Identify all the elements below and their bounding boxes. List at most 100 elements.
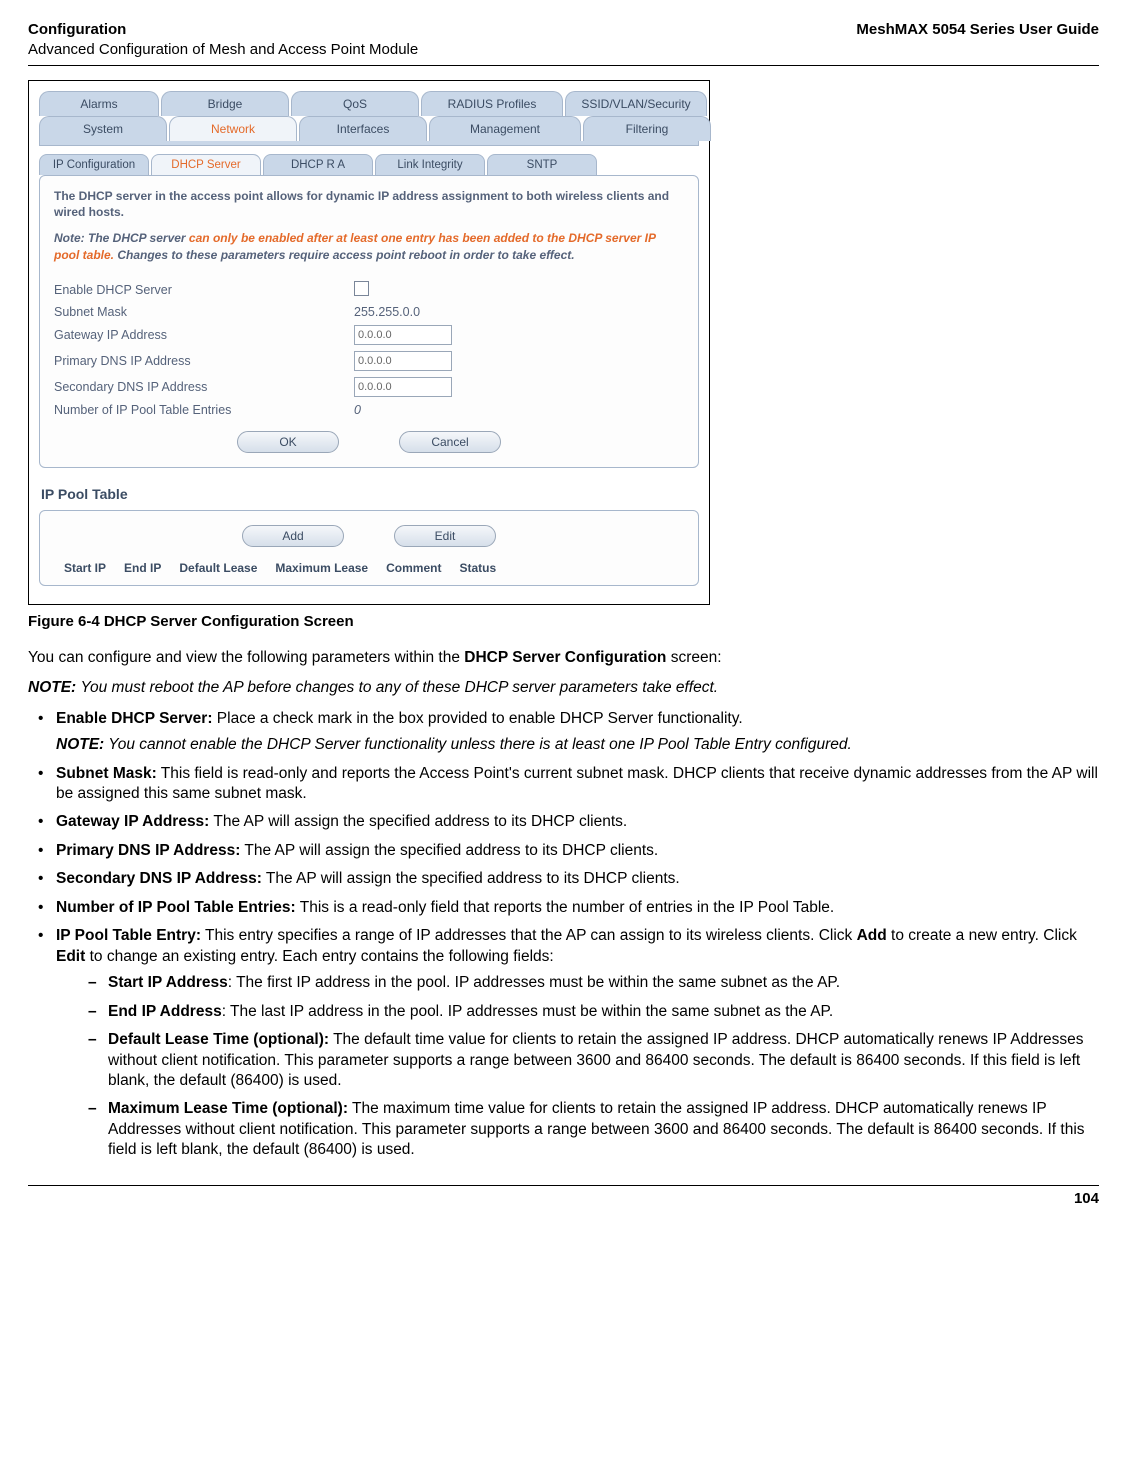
panel-note: Note: The DHCP server can only be enable… <box>54 230 684 262</box>
tab-management[interactable]: Management <box>429 116 581 141</box>
body-text: You can configure and view the following… <box>28 648 1099 1161</box>
label-gateway-ip: Gateway IP Address <box>54 328 354 342</box>
bullet-gateway-ip: Gateway IP Address: The AP will assign t… <box>28 812 1099 832</box>
col-default-lease: Default Lease <box>179 561 257 575</box>
value-pool-entries: 0 <box>354 403 361 417</box>
page-number: 104 <box>28 1190 1099 1207</box>
label-subnet-mask: Subnet Mask <box>54 305 354 319</box>
b7-text-b: to create a new entry. Click <box>887 927 1077 944</box>
col-end-ip: End IP <box>124 561 161 575</box>
dash-start-ip: Start IP Address: The first IP address i… <box>56 973 1099 993</box>
intro-bold: DHCP Server Configuration <box>464 649 666 666</box>
d2-text: : The last IP address in the pool. IP ad… <box>222 1003 833 1020</box>
main-tabs-row2: System Network Interfaces Management Fil… <box>39 116 699 141</box>
b1-text: Place a check mark in the box provided t… <box>213 710 743 727</box>
header-section: Configuration <box>28 20 418 40</box>
col-start-ip: Start IP <box>64 561 106 575</box>
header-subsection: Advanced Configuration of Mesh and Acces… <box>28 40 418 60</box>
sub-tabs: IP Configuration DHCP Server DHCP R A Li… <box>39 154 699 175</box>
col-maximum-lease: Maximum Lease <box>275 561 368 575</box>
value-subnet-mask: 255.255.0.0 <box>354 305 420 319</box>
label-enable-dhcp: Enable DHCP Server <box>54 283 354 297</box>
subtab-ip-configuration[interactable]: IP Configuration <box>39 154 149 175</box>
d3-bold: Default Lease Time (optional): <box>108 1031 329 1048</box>
figure-caption: Figure 6-4 DHCP Server Configuration Scr… <box>28 613 1099 630</box>
subtab-dhcp-ra[interactable]: DHCP R A <box>263 154 373 175</box>
b6-bold: Number of IP Pool Table Entries: <box>56 899 296 916</box>
edit-button[interactable]: Edit <box>394 525 496 547</box>
b3-text: The AP will assign the specified address… <box>209 813 627 830</box>
b7-bold: IP Pool Table Entry: <box>56 927 201 944</box>
add-button[interactable]: Add <box>242 525 344 547</box>
b7-text-c: to change an existing entry. Each entry … <box>85 948 553 965</box>
b4-bold: Primary DNS IP Address: <box>56 842 240 859</box>
header-guide-title: MeshMAX 5054 Series User Guide <box>856 20 1099 59</box>
tab-radius-profiles[interactable]: RADIUS Profiles <box>421 91 563 116</box>
bullet-list: Enable DHCP Server: Place a check mark i… <box>28 709 1099 1161</box>
note-prefix: Note: The DHCP server <box>54 231 186 245</box>
b2-bold: Subnet Mask: <box>56 765 157 782</box>
intro-text-b: screen: <box>666 649 721 666</box>
tab-qos[interactable]: QoS <box>291 91 419 116</box>
row-subnet-mask: Subnet Mask 255.255.0.0 <box>54 305 684 319</box>
add-edit-row: Add Edit <box>54 525 684 547</box>
footer-rule <box>28 1185 1099 1186</box>
dash-max-lease: Maximum Lease Time (optional): The maxim… <box>56 1099 1099 1160</box>
dash-default-lease: Default Lease Time (optional): The defau… <box>56 1030 1099 1091</box>
cancel-button[interactable]: Cancel <box>399 431 501 453</box>
note-label: NOTE: <box>28 679 76 696</box>
d4-bold: Maximum Lease Time (optional): <box>108 1100 348 1117</box>
tab-network[interactable]: Network <box>169 116 297 141</box>
intro-text-a: You can configure and view the following… <box>28 649 464 666</box>
dhcp-config-screenshot: Alarms Bridge QoS RADIUS Profiles SSID/V… <box>28 80 710 605</box>
row-secondary-dns: Secondary DNS IP Address <box>54 377 684 397</box>
b3-bold: Gateway IP Address: <box>56 813 209 830</box>
bullet-enable-dhcp: Enable DHCP Server: Place a check mark i… <box>28 709 1099 756</box>
row-primary-dns: Primary DNS IP Address <box>54 351 684 371</box>
tab-filtering[interactable]: Filtering <box>583 116 711 141</box>
input-primary-dns[interactable] <box>354 351 452 371</box>
b5-text: The AP will assign the specified address… <box>262 870 680 887</box>
note-text: You must reboot the AP before changes to… <box>81 679 719 696</box>
page-header: Configuration Advanced Configuration of … <box>28 20 1099 59</box>
b5-bold: Secondary DNS IP Address: <box>56 870 262 887</box>
input-gateway-ip[interactable] <box>354 325 452 345</box>
row-enable-dhcp: Enable DHCP Server <box>54 281 684 299</box>
subtab-link-integrity[interactable]: Link Integrity <box>375 154 485 175</box>
ok-button[interactable]: OK <box>237 431 339 453</box>
tab-bridge[interactable]: Bridge <box>161 91 289 116</box>
col-comment: Comment <box>386 561 441 575</box>
col-status: Status <box>459 561 496 575</box>
bullet-subnet-mask: Subnet Mask: This field is read-only and… <box>28 764 1099 805</box>
bullet-primary-dns: Primary DNS IP Address: The AP will assi… <box>28 841 1099 861</box>
tab-underbar <box>39 141 699 146</box>
tab-alarms[interactable]: Alarms <box>39 91 159 116</box>
tab-system[interactable]: System <box>39 116 167 141</box>
b6-text: This is a read-only field that reports t… <box>296 899 835 916</box>
label-pool-entries: Number of IP Pool Table Entries <box>54 403 354 417</box>
ip-pool-table-title: IP Pool Table <box>41 486 699 502</box>
d2-bold: End IP Address <box>108 1003 222 1020</box>
dash-list: Start IP Address: The first IP address i… <box>56 973 1099 1161</box>
row-pool-entries: Number of IP Pool Table Entries 0 <box>54 403 684 417</box>
row-gateway-ip: Gateway IP Address <box>54 325 684 345</box>
input-secondary-dns[interactable] <box>354 377 452 397</box>
label-secondary-dns: Secondary DNS IP Address <box>54 380 354 394</box>
subtab-dhcp-server[interactable]: DHCP Server <box>151 154 261 175</box>
b7-add: Add <box>857 927 887 944</box>
dash-end-ip: End IP Address: The last IP address in t… <box>56 1002 1099 1022</box>
subtab-sntp[interactable]: SNTP <box>487 154 597 175</box>
b1-note-text: You cannot enable the DHCP Server functi… <box>104 736 852 753</box>
b7-edit: Edit <box>56 948 85 965</box>
b1-bold: Enable DHCP Server: <box>56 710 213 727</box>
note-paragraph: NOTE: You must reboot the AP before chan… <box>28 678 1099 698</box>
panel-description: The DHCP server in the access point allo… <box>54 188 684 220</box>
tab-ssid-vlan-security[interactable]: SSID/VLAN/Security <box>565 91 707 116</box>
tab-interfaces[interactable]: Interfaces <box>299 116 427 141</box>
checkbox-enable-dhcp[interactable] <box>354 281 369 296</box>
ok-cancel-row: OK Cancel <box>54 431 684 453</box>
ip-pool-panel: Add Edit Start IP End IP Default Lease M… <box>39 510 699 586</box>
pool-table-headers: Start IP End IP Default Lease Maximum Le… <box>54 561 684 575</box>
b2-text: This field is read-only and reports the … <box>56 765 1098 802</box>
d1-bold: Start IP Address <box>108 974 228 991</box>
